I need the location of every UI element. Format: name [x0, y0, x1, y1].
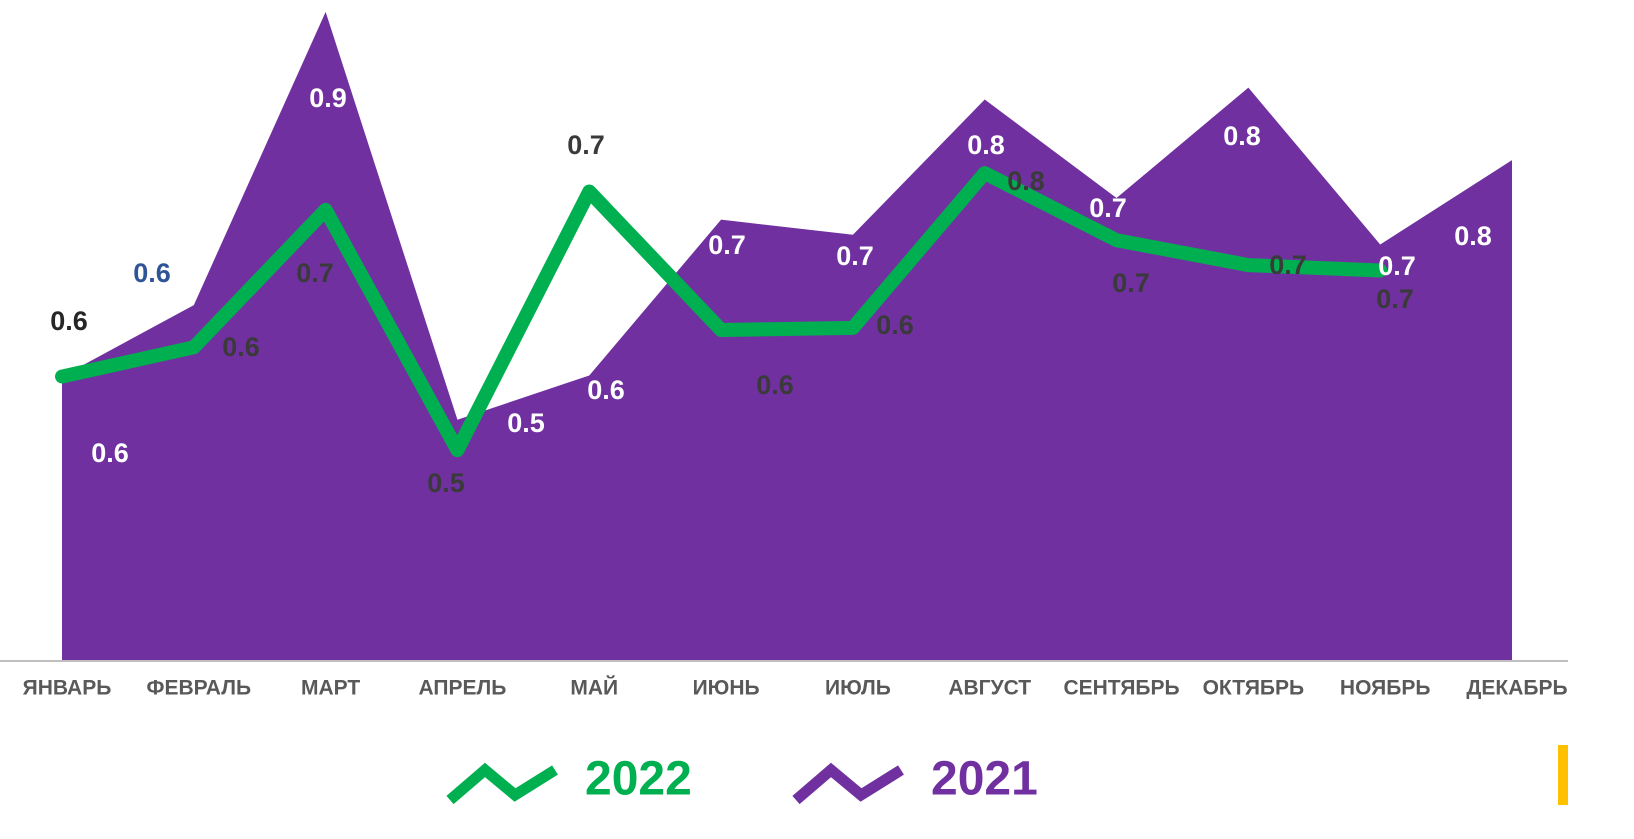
legend-icon	[792, 762, 904, 805]
data-label: 0.7	[296, 258, 334, 288]
data-label: 0.7	[1089, 193, 1127, 223]
data-label: 0.5	[507, 408, 545, 438]
legend-label: 2021	[931, 753, 1038, 806]
data-label: 0.8	[967, 130, 1005, 160]
x-tick-label: ИЮЛЬ	[825, 677, 891, 700]
legend-label: 2022	[585, 753, 692, 806]
data-label: 0.7	[1112, 268, 1150, 298]
data-label: 0.7	[1378, 251, 1416, 281]
data-label: 0.7	[567, 130, 605, 160]
data-label: 0.8	[1223, 121, 1261, 151]
x-tick-label: ДЕКАБРЬ	[1466, 677, 1567, 700]
data-label: 0.6	[587, 375, 625, 405]
data-label: 0.8	[1454, 221, 1492, 251]
data-label: 0.9	[309, 83, 347, 113]
data-label: 0.6	[133, 258, 171, 288]
x-tick-label: СЕНТЯБРЬ	[1063, 677, 1179, 700]
data-label: 0.7	[1269, 250, 1307, 280]
area	[62, 11, 1512, 661]
data-label: 0.5	[427, 468, 465, 498]
x-tick-label: МАРТ	[301, 677, 360, 700]
x-tick-label: ФЕВРАЛЬ	[147, 677, 252, 700]
data-label: 0.7	[708, 230, 746, 260]
x-tick-label: ОКТЯБРЬ	[1203, 677, 1305, 700]
x-tick-label: ИЮНЬ	[693, 677, 760, 700]
data-label: 0.8	[1007, 166, 1045, 196]
decoration	[1558, 745, 1568, 805]
data-label: 0.6	[876, 310, 914, 340]
legend-icon	[446, 762, 558, 805]
data-label: 0.6	[756, 370, 794, 400]
data-label: 0.7	[1376, 284, 1414, 314]
x-tick-label: ЯНВАРЬ	[23, 677, 112, 700]
data-label: 0.6	[91, 438, 129, 468]
data-label: 0.7	[836, 241, 874, 271]
x-tick-label: АПРЕЛЬ	[419, 677, 507, 700]
x-tick-label: МАЙ	[570, 676, 618, 700]
x-tick-label: НОЯБРЬ	[1340, 677, 1431, 700]
data-label: 0.6	[222, 332, 260, 362]
x-tick-label: АВГУСТ	[948, 677, 1031, 700]
data-label: 0.6	[50, 306, 88, 336]
line	[55, 166, 1388, 458]
